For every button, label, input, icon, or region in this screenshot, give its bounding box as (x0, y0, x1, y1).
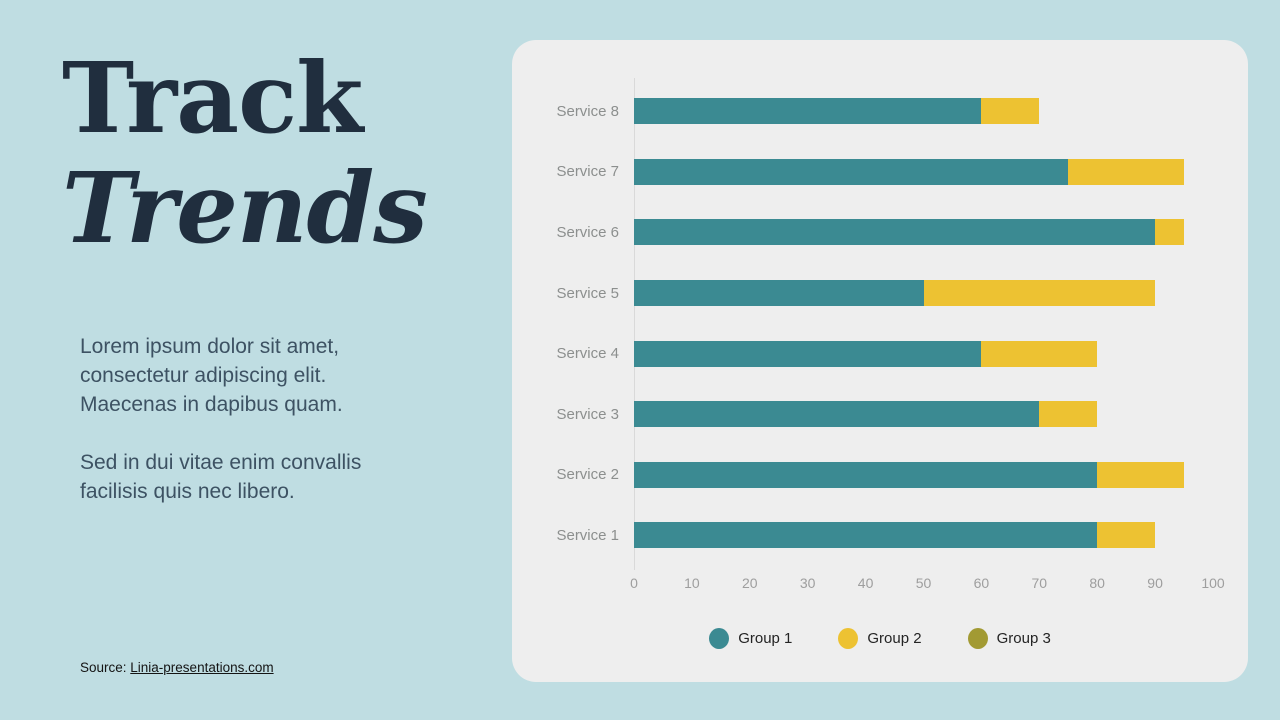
chart-row: Service 7 (512, 142, 1248, 203)
bar-track (634, 461, 1213, 488)
bar-segment-group-2 (1155, 219, 1185, 246)
chart-card: Service 8 Service 7 Service 6 Service 5 Serv… (512, 40, 1248, 682)
legend-label: Group 3 (996, 630, 1051, 647)
bar-track (634, 98, 1213, 125)
source-link[interactable]: Linia-presentations.com (130, 660, 274, 675)
x-tick-label: 20 (742, 575, 758, 591)
chart-row: Service 3 (512, 384, 1248, 445)
chart-row: Service 1 (512, 505, 1248, 566)
chart-row: Service 2 (512, 445, 1248, 506)
category-label: Service 5 (556, 284, 619, 302)
bar-segment-group-2 (981, 98, 1040, 125)
x-tick-label: 0 (630, 575, 638, 591)
bar-segment-group-1 (634, 219, 1156, 246)
bar-segment-group-2 (1039, 401, 1098, 428)
legend-dot-icon (838, 628, 859, 649)
slide-title-line1: Track (62, 41, 363, 155)
slide-title: Track Trends (62, 41, 428, 265)
source-prefix: Source: (80, 660, 131, 675)
category-label: Service 4 (556, 345, 619, 363)
legend-dot-icon (967, 628, 988, 649)
category-label: Service 6 (556, 223, 619, 241)
bar-track (634, 219, 1213, 246)
category-label: Service 8 (556, 102, 619, 120)
slide-title-line2: Trends (62, 150, 428, 265)
bar-segment-group-2 (923, 280, 1156, 307)
legend-dot-icon (709, 628, 730, 649)
category-label: Service 1 (556, 526, 619, 544)
category-label: Service 3 (556, 405, 619, 423)
chart-row: Service 8 (512, 81, 1248, 142)
bar-segment-group-1 (634, 340, 982, 367)
chart-row: Service 6 (512, 202, 1248, 263)
category-label: Service 7 (556, 163, 619, 181)
chart-y-axis-line (634, 78, 635, 570)
source-line: Source: Linia-presentations.com (80, 660, 274, 675)
bar-track (634, 340, 1213, 367)
bar-segment-group-1 (634, 98, 982, 125)
chart-x-axis-ticks: 0 10 20 30 40 50 60 70 80 90 100 (630, 575, 1225, 591)
chart-row: Service 5 (512, 263, 1248, 324)
legend-item-group-1: Group 1 (709, 628, 792, 649)
body-copy: Lorem ipsum dolor sit amet, consectetur … (80, 333, 420, 536)
chart-rows: Service 8 Service 7 Service 6 Service 5 Serv… (512, 81, 1248, 566)
x-tick-label: 60 (973, 575, 990, 591)
x-tick-label: 70 (1031, 575, 1048, 591)
x-tick-label: 90 (1147, 575, 1163, 591)
body-paragraph-2: Sed in dui vitae enim convallis facilisi… (80, 450, 362, 503)
bar-segment-group-2 (1097, 461, 1185, 488)
legend-item-group-2: Group 2 (838, 628, 922, 649)
bar-segment-group-2 (1097, 522, 1156, 549)
bar-segment-group-1 (634, 158, 1069, 185)
bar-track (634, 401, 1213, 428)
x-tick-label: 40 (857, 575, 874, 591)
x-tick-label: 100 (1201, 575, 1225, 591)
legend-label: Group 2 (867, 630, 922, 647)
bar-track (634, 158, 1213, 185)
legend-label: Group 1 (738, 630, 793, 647)
bar-segment-group-1 (634, 461, 1098, 488)
chart-row: Service 4 (512, 323, 1248, 384)
chart-legend: Group 1 Group 2 Group 3 (512, 628, 1248, 649)
x-tick-label: 80 (1089, 575, 1105, 591)
category-label: Service 2 (556, 466, 619, 484)
body-paragraph-1: Lorem ipsum dolor sit amet, consectetur … (80, 335, 343, 416)
bar-segment-group-1 (634, 280, 924, 307)
x-tick-label: 10 (684, 575, 700, 591)
x-tick-label: 30 (799, 575, 816, 591)
bar-segment-group-2 (1068, 158, 1185, 185)
bar-segment-group-1 (634, 522, 1098, 549)
bar-segment-group-1 (634, 401, 1040, 428)
bar-segment-group-2 (981, 340, 1098, 367)
bar-track (634, 522, 1213, 549)
legend-item-group-3: Group 3 (967, 628, 1051, 649)
bar-track (634, 280, 1213, 307)
x-tick-label: 50 (915, 575, 932, 591)
